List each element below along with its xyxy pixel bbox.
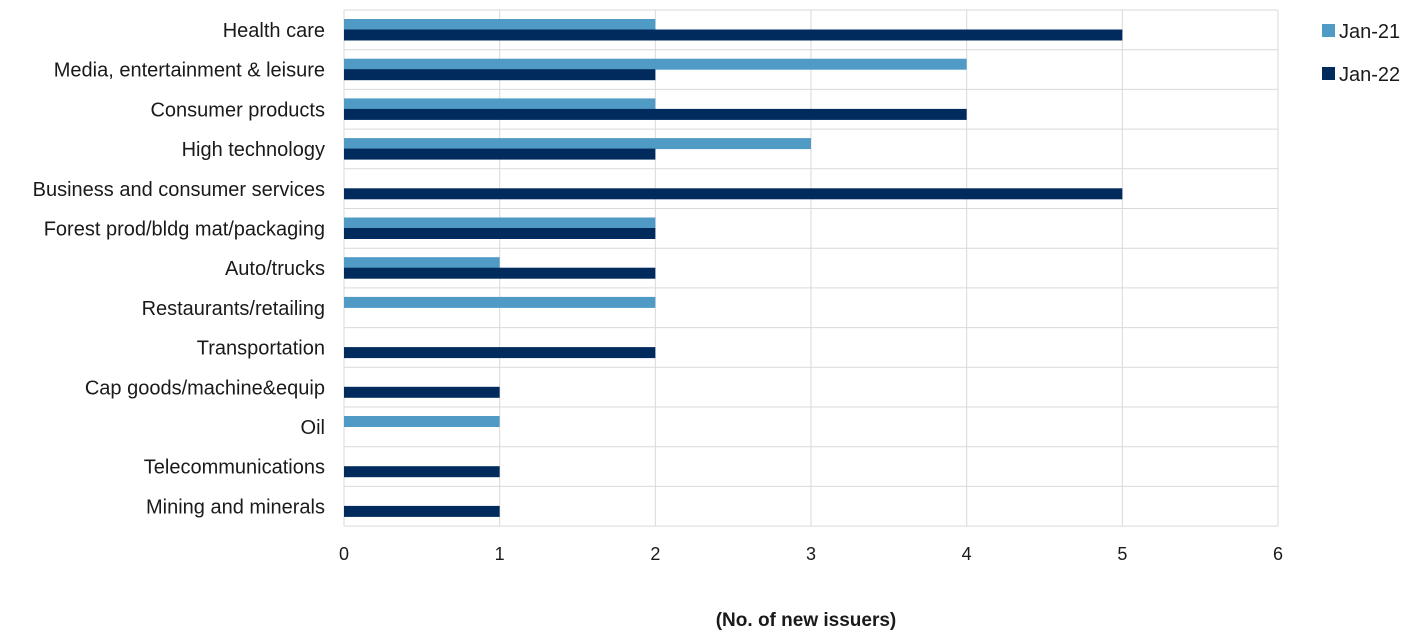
legend-swatch <box>1322 24 1335 37</box>
bar-jan-22 <box>344 69 656 81</box>
x-axis-title: (No. of new issuers) <box>716 610 897 631</box>
gridlines <box>343 9 1279 527</box>
bars <box>344 19 1123 517</box>
legend-swatch <box>1322 67 1335 80</box>
bar-jan-21 <box>344 138 811 150</box>
x-tick-label: 0 <box>339 544 349 564</box>
legend-label: Jan-22 <box>1339 64 1400 86</box>
category-label: Auto/trucks <box>225 258 325 280</box>
x-tick-label: 6 <box>1273 544 1283 564</box>
bar-jan-21 <box>344 58 967 70</box>
category-label: Restaurants/retailing <box>142 298 325 320</box>
legend-label: Jan-21 <box>1339 21 1400 43</box>
category-label: Forest prod/bldg mat/packaging <box>44 219 325 241</box>
bar-jan-22 <box>344 108 967 120</box>
bar-jan-21 <box>344 98 656 110</box>
bar-jan-22 <box>344 386 500 398</box>
category-label: Business and consumer services <box>33 179 325 201</box>
category-label: High technology <box>182 139 325 161</box>
x-tick-label: 2 <box>650 544 660 564</box>
category-label: Consumer products <box>150 99 325 121</box>
bar-jan-21 <box>344 416 500 427</box>
category-label: Cap goods/machine&equip <box>85 377 325 399</box>
category-label: Telecommunications <box>144 457 325 479</box>
bar-jan-21 <box>344 19 656 30</box>
bar-jan-21 <box>344 296 656 308</box>
bar-jan-22 <box>344 228 656 239</box>
bar-jan-22 <box>344 505 500 517</box>
category-label: Media, entertainment & leisure <box>54 60 325 82</box>
category-labels: Health care Media, entertainment & leisur… <box>33 20 325 518</box>
bar-jan-21 <box>344 257 500 269</box>
category-label: Health care <box>223 20 325 42</box>
category-label: Oil <box>301 417 325 439</box>
x-tick-label: 4 <box>962 544 972 564</box>
bar-jan-22 <box>344 148 656 160</box>
bar-jan-22 <box>344 466 500 478</box>
x-tick-label: 3 <box>806 544 816 564</box>
x-tick-label: 5 <box>1117 544 1127 564</box>
x-tick-labels: 0 1 2 3 4 5 6 <box>339 544 1283 564</box>
category-label: Transportation <box>197 338 325 360</box>
bar-jan-22 <box>344 267 656 279</box>
legend: Jan-21 Jan-22 <box>1322 21 1400 86</box>
x-tick-label: 1 <box>495 544 505 564</box>
category-label: Mining and minerals <box>146 496 325 518</box>
bar-jan-22 <box>344 188 1123 200</box>
bar-jan-21 <box>344 217 656 229</box>
bar-jan-22 <box>344 347 656 359</box>
bar-jan-22 <box>344 29 1123 41</box>
